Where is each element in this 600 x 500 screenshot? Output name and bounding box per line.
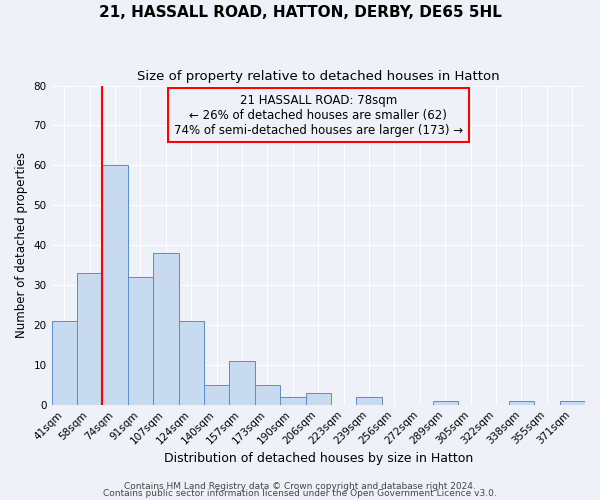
Bar: [52, 321, 77, 404]
Bar: [280, 396, 305, 404]
Text: 21, HASSALL ROAD, HATTON, DERBY, DE65 5HL: 21, HASSALL ROAD, HATTON, DERBY, DE65 5H…: [98, 5, 502, 20]
X-axis label: Distribution of detached houses by size in Hatton: Distribution of detached houses by size …: [164, 452, 473, 465]
Text: 21 HASSALL ROAD: 78sqm
← 26% of detached houses are smaller (62)
74% of semi-det: 21 HASSALL ROAD: 78sqm ← 26% of detached…: [174, 94, 463, 136]
Bar: [179, 321, 204, 404]
Text: Contains public sector information licensed under the Open Government Licence v3: Contains public sector information licen…: [103, 490, 497, 498]
Bar: [229, 361, 255, 405]
Bar: [128, 277, 153, 404]
Bar: [560, 400, 585, 404]
Title: Size of property relative to detached houses in Hatton: Size of property relative to detached ho…: [137, 70, 500, 83]
Bar: [103, 166, 128, 404]
Bar: [305, 393, 331, 404]
Bar: [509, 400, 534, 404]
Bar: [204, 385, 229, 404]
Bar: [356, 396, 382, 404]
Y-axis label: Number of detached properties: Number of detached properties: [15, 152, 28, 338]
Bar: [77, 273, 103, 404]
Bar: [433, 400, 458, 404]
Text: Contains HM Land Registry data © Crown copyright and database right 2024.: Contains HM Land Registry data © Crown c…: [124, 482, 476, 491]
Bar: [255, 385, 280, 404]
Bar: [153, 253, 179, 404]
